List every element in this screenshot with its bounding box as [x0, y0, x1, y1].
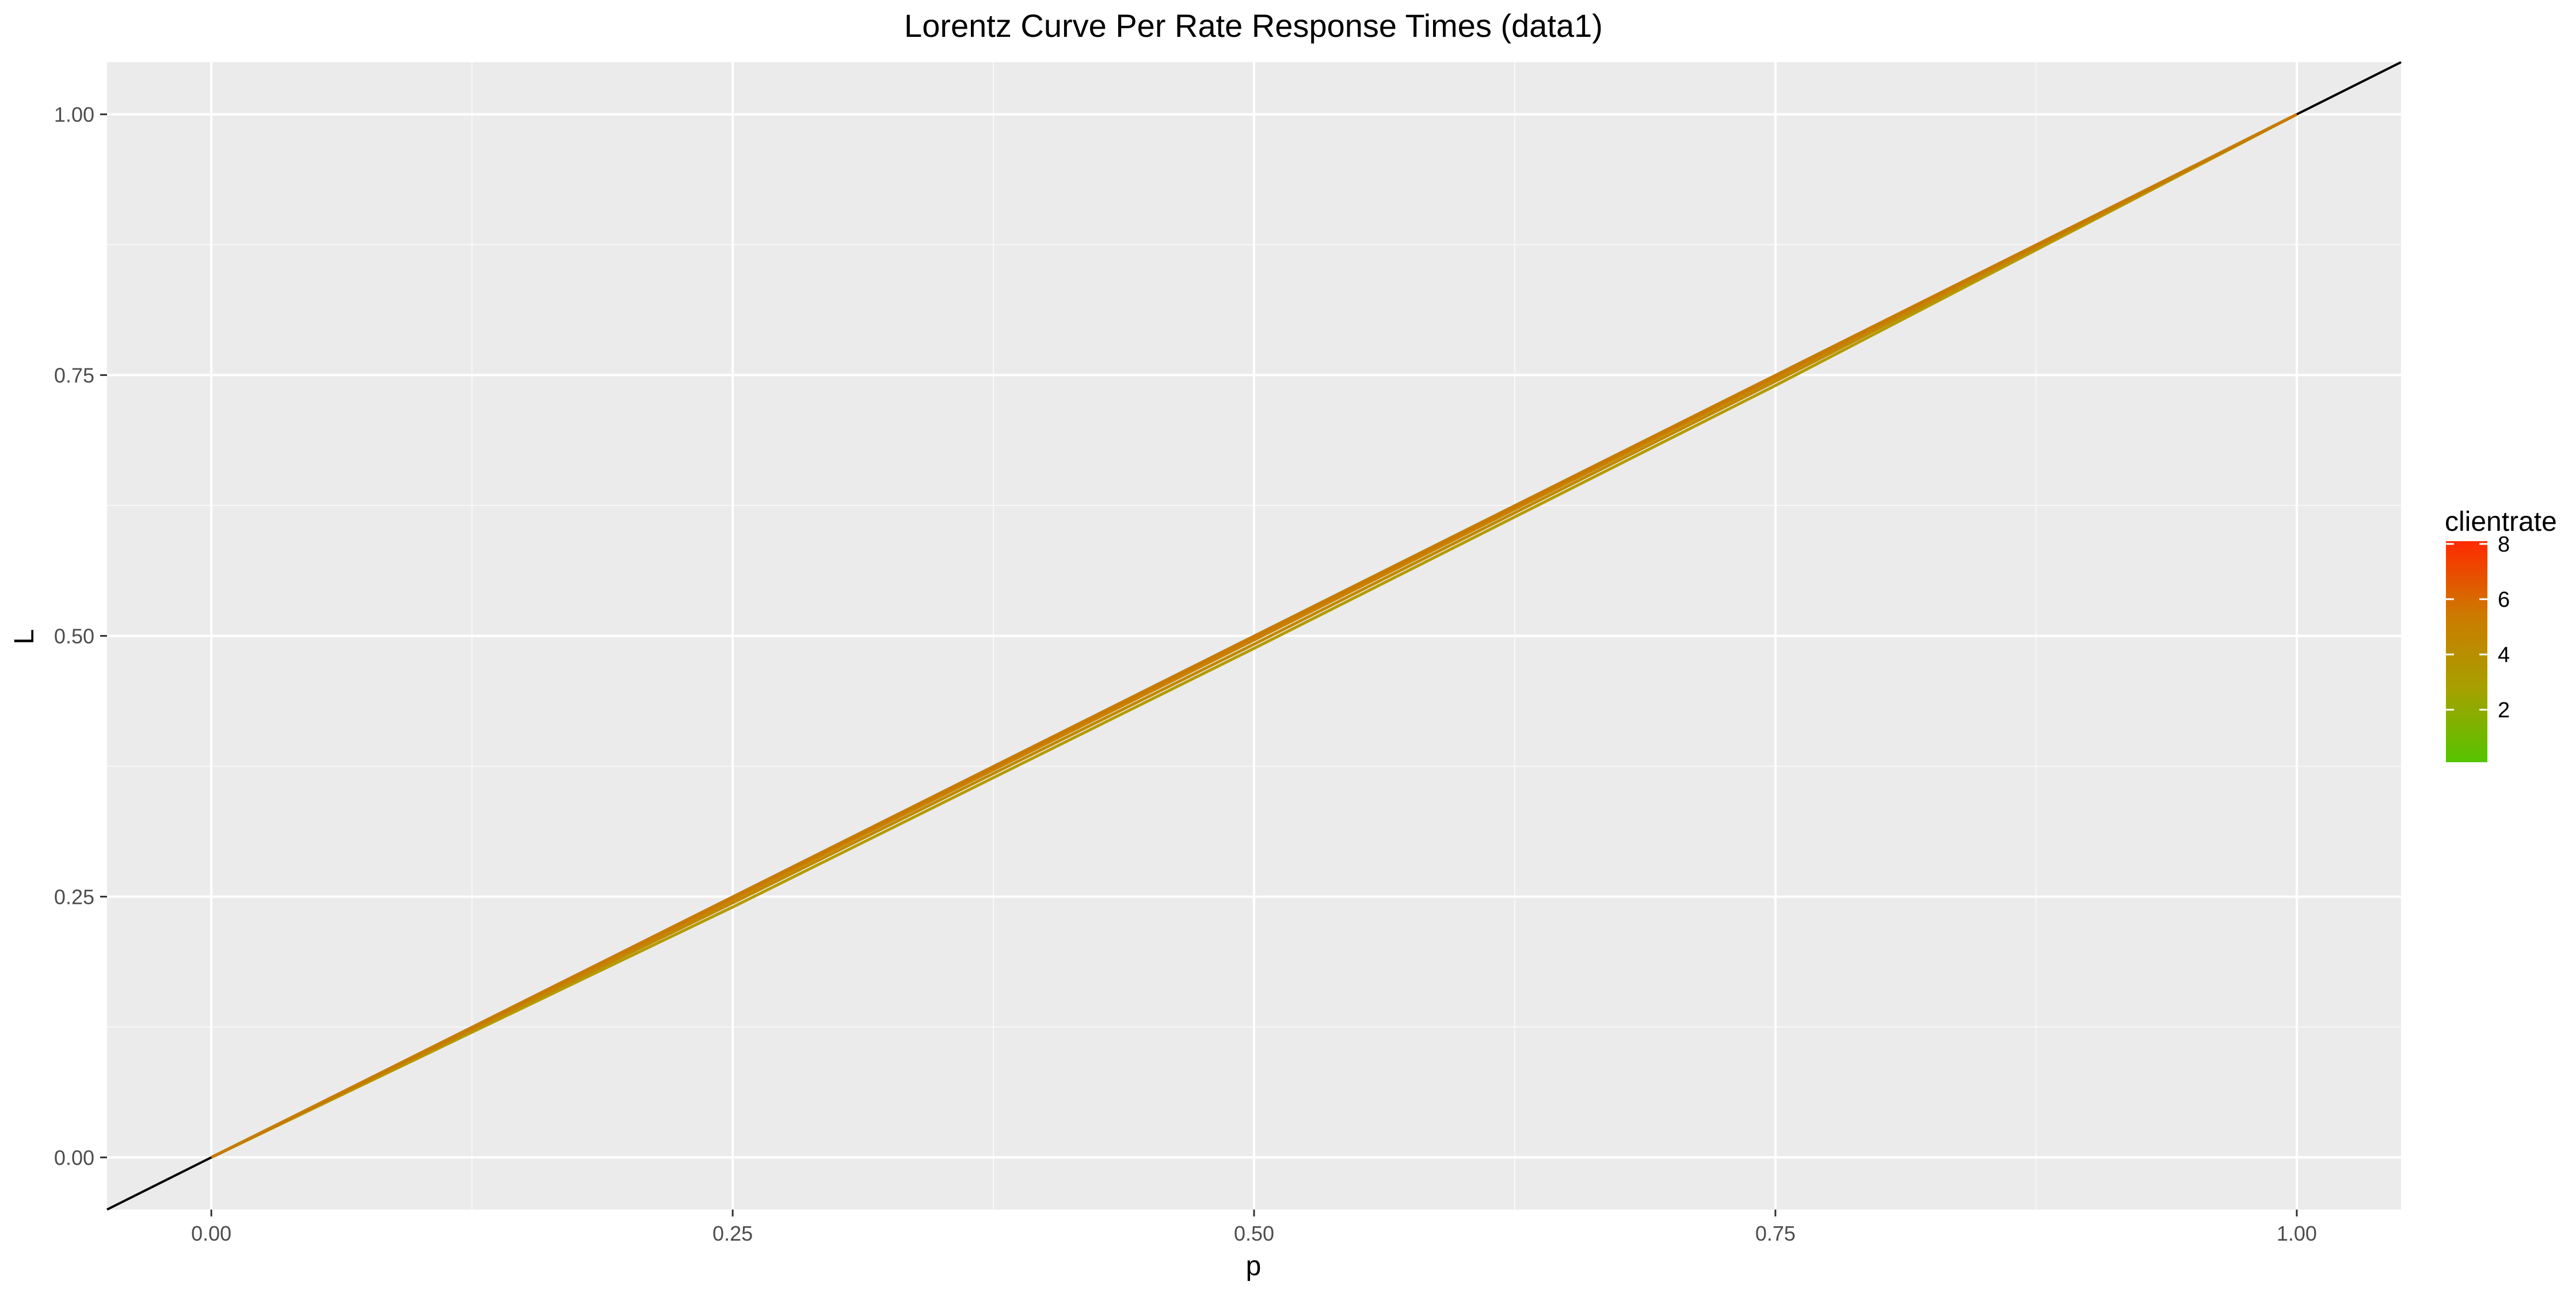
legend-title: clientrate [2445, 507, 2557, 537]
y-tick-label: 0.00 [54, 1146, 94, 1169]
x-tick-label: 0.25 [712, 1222, 753, 1245]
x-tick-label: 0.75 [1755, 1222, 1796, 1245]
y-axis: 0.00 0.25 0.50 0.75 1.00 [54, 103, 107, 1169]
legend-tick-label: 6 [2498, 588, 2510, 612]
y-tick-label: 0.50 [54, 625, 94, 648]
y-axis-title: L [9, 629, 40, 645]
legend-colorbar [2446, 541, 2487, 762]
legend-tick-label: 2 [2498, 698, 2510, 723]
y-tick-label: 1.00 [54, 103, 94, 127]
chart-title: Lorentz Curve Per Rate Response Times (d… [904, 7, 1603, 44]
y-tick-label: 0.75 [54, 364, 94, 387]
x-tick-label: 1.00 [2277, 1222, 2317, 1245]
x-axis-title: p [1246, 1251, 1262, 1282]
legend-tick-label: 4 [2498, 643, 2510, 667]
x-tick-label: 0.50 [1234, 1222, 1274, 1245]
y-tick-label: 0.25 [54, 885, 94, 908]
color-legend: clientrate 2 4 6 8 [2445, 507, 2557, 762]
series-overlay-line [211, 113, 2297, 1159]
equality-line-layer [106, 61, 2402, 1211]
series-line-clientrate-5 [211, 113, 2297, 1159]
legend-ticks: 2 4 6 8 [2446, 533, 2510, 723]
x-tick-label: 0.00 [191, 1222, 231, 1245]
x-axis: 0.00 0.25 0.50 0.75 1.00 [191, 1210, 2317, 1245]
series-line-clientrate-4 [211, 113, 2297, 1159]
legend-tick-label: 8 [2498, 533, 2510, 557]
